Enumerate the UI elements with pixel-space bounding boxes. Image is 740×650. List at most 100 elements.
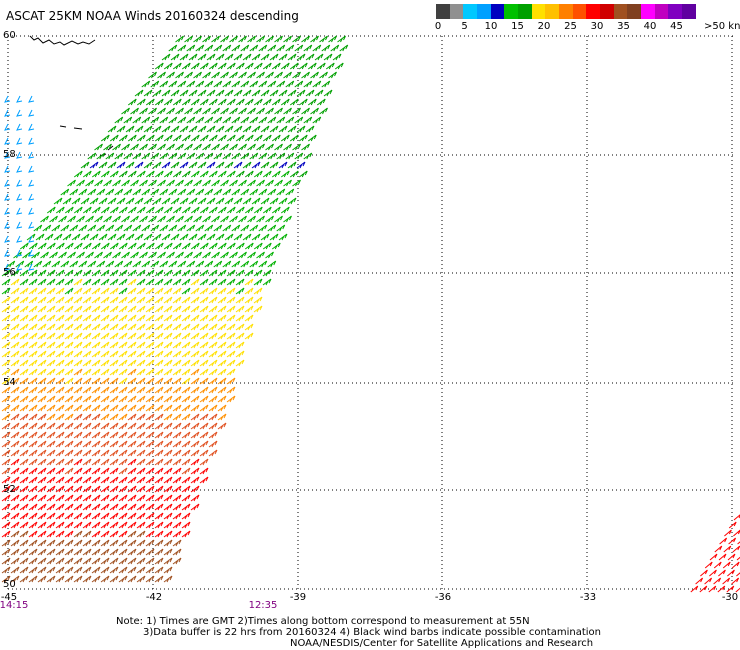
wind-barb bbox=[118, 530, 128, 538]
wind-barb bbox=[172, 458, 182, 466]
wind-barb bbox=[28, 368, 38, 376]
wind-barb bbox=[154, 449, 164, 457]
wind-barb bbox=[301, 71, 310, 79]
wind-barb bbox=[127, 134, 137, 142]
wind-barb bbox=[244, 98, 254, 106]
wind-barb bbox=[204, 116, 214, 124]
wind-barb bbox=[172, 485, 182, 493]
wind-barb bbox=[292, 179, 301, 187]
wind-barb bbox=[305, 53, 315, 61]
wind-barb bbox=[91, 296, 101, 304]
wind-barb bbox=[312, 44, 322, 52]
wind-barb bbox=[145, 368, 155, 376]
wind-barb bbox=[73, 422, 83, 430]
wind-barb bbox=[267, 224, 277, 232]
wind-barb bbox=[163, 323, 173, 331]
wind-barb bbox=[73, 512, 83, 520]
wind-barb bbox=[163, 449, 173, 457]
wind-barb bbox=[240, 152, 250, 160]
wind-barb bbox=[55, 476, 65, 484]
wind-barb bbox=[206, 125, 216, 133]
wind-barb bbox=[325, 62, 335, 70]
wind-barb bbox=[271, 62, 281, 70]
wind-barb bbox=[125, 161, 135, 169]
legend-label: 40 bbox=[643, 21, 657, 32]
wind-barb bbox=[154, 377, 164, 385]
wind-barb bbox=[172, 521, 182, 529]
wind-barb bbox=[224, 125, 234, 133]
wind-barb bbox=[127, 98, 137, 106]
wind-barb bbox=[267, 80, 277, 88]
wind-barb bbox=[181, 278, 191, 286]
wind-barb bbox=[19, 305, 29, 313]
wind-barb bbox=[109, 305, 119, 313]
wind-barb bbox=[181, 62, 191, 70]
lon-label: -30 bbox=[721, 592, 739, 603]
wind-barb bbox=[208, 377, 218, 385]
wind-barb bbox=[10, 548, 20, 556]
wind-barb bbox=[253, 287, 263, 295]
wind-barb bbox=[163, 476, 173, 484]
wind-barb bbox=[82, 170, 92, 178]
wind-barb bbox=[28, 503, 38, 511]
wind-barb bbox=[82, 323, 92, 331]
wind-barb bbox=[154, 62, 164, 70]
wind-barb bbox=[10, 305, 20, 313]
wind-barb bbox=[109, 404, 119, 412]
wind-barb bbox=[208, 242, 218, 250]
wind-barb bbox=[145, 269, 155, 277]
wind-barb bbox=[249, 44, 259, 52]
wind-barb bbox=[181, 404, 191, 412]
wind-barb bbox=[278, 233, 288, 241]
wind-barb bbox=[127, 395, 137, 403]
wind-barb bbox=[28, 530, 38, 538]
wind-barb bbox=[100, 332, 110, 340]
wind-barb bbox=[283, 35, 292, 43]
wind-barb bbox=[220, 179, 229, 187]
wind-barb bbox=[82, 476, 92, 484]
wind-barb bbox=[127, 278, 137, 286]
wind-barb bbox=[127, 332, 137, 340]
wind-barb bbox=[242, 125, 252, 133]
wind-barb bbox=[274, 179, 283, 187]
wind-barb bbox=[184, 215, 193, 223]
wind-barb bbox=[55, 512, 65, 520]
wind-barb bbox=[78, 224, 88, 232]
wind-barb bbox=[199, 404, 209, 412]
note-line: Note: 1) Times are GMT 2)Times along bot… bbox=[116, 616, 530, 627]
wind-barb bbox=[172, 332, 182, 340]
wind-barb bbox=[177, 152, 187, 160]
wind-barb bbox=[64, 341, 74, 349]
wind-barb bbox=[226, 62, 236, 70]
wind-barb bbox=[145, 287, 155, 295]
wind-barb bbox=[244, 305, 254, 313]
wind-barb bbox=[46, 296, 56, 304]
wind-barb bbox=[64, 548, 74, 556]
wind-barb bbox=[166, 71, 175, 79]
wind-barb bbox=[19, 323, 29, 331]
wind-barb bbox=[82, 449, 92, 457]
wind-barb bbox=[211, 143, 220, 151]
wind-barb bbox=[267, 44, 277, 52]
wind-barb bbox=[163, 98, 173, 106]
wind-barb bbox=[157, 143, 166, 151]
wind-barb bbox=[109, 269, 119, 277]
wind-barb bbox=[163, 494, 173, 502]
wind-barb bbox=[321, 80, 331, 88]
wind-barb bbox=[224, 161, 234, 169]
wind-barb bbox=[235, 305, 245, 313]
wind-barb bbox=[148, 215, 157, 223]
wind-barb bbox=[82, 278, 92, 286]
wind-barb bbox=[37, 512, 47, 520]
wind-barb bbox=[46, 431, 56, 439]
wind-barb bbox=[109, 341, 119, 349]
wind-barb bbox=[163, 557, 173, 565]
wind-barb bbox=[699, 585, 708, 593]
wind-barb bbox=[208, 449, 218, 457]
wind-barb bbox=[127, 287, 137, 295]
wind-barb bbox=[73, 359, 83, 367]
wind-barb bbox=[278, 53, 288, 61]
wind-barb bbox=[28, 431, 38, 439]
wind-barb bbox=[19, 413, 29, 421]
wind-barb bbox=[190, 206, 200, 214]
